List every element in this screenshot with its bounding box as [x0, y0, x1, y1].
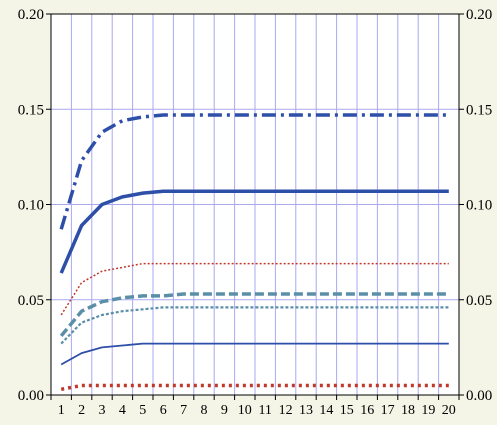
x-tick-label: 20	[442, 403, 456, 418]
x-tick-label: 2	[78, 403, 85, 418]
x-tick-label: 13	[299, 403, 313, 418]
x-tick-label: 1	[58, 403, 65, 418]
y-tick-label-right: 0.20	[466, 7, 492, 23]
y-tick-label-left: 0.00	[18, 388, 44, 404]
x-tick-label: 18	[401, 403, 415, 418]
y-tick-label-left: 0.15	[18, 102, 44, 118]
x-tick-label: 9	[221, 403, 228, 418]
y-tick-label-left: 0.05	[18, 293, 44, 309]
series-line-dash-dot-thick	[59, 113, 449, 230]
x-tick-label: 4	[119, 403, 126, 418]
y-tick-label-right: 0.05	[466, 293, 492, 309]
series-line-dotted-thin	[60, 262, 449, 316]
x-tick-label: 12	[279, 403, 293, 418]
series-lines	[59, 113, 449, 392]
x-tick-label: 7	[180, 403, 187, 418]
x-tick-label: 6	[160, 403, 167, 418]
series-line-dashed-thick	[59, 292, 449, 338]
series-line-solid-thin	[60, 342, 449, 366]
axes: 0.00 0.00 0.05 0.05 0.10 0.10 0.15 0.15 0.20 0.20…	[18, 7, 493, 418]
series-line-dotted-medium	[60, 306, 449, 345]
x-tick-label: 5	[139, 403, 146, 418]
x-tick-label: 8	[201, 403, 208, 418]
x-tick-label: 14	[319, 403, 333, 418]
x-tick-label: 10	[238, 403, 252, 418]
x-tick-label: 3	[99, 403, 106, 418]
y-tick-label-right: 0.00	[466, 388, 492, 404]
series-line-solid-thick	[59, 189, 449, 274]
x-tick-label: 17	[381, 403, 395, 418]
y-tick-label-left: 0.20	[18, 7, 44, 23]
y-tick-label-right: 0.10	[466, 198, 492, 214]
x-tick-label: 11	[258, 403, 271, 418]
x-tick-label: 19	[421, 403, 435, 418]
gridlines	[50, 13, 460, 396]
x-tick-label: 15	[340, 403, 354, 418]
y-tick-label-left: 0.10	[18, 198, 44, 214]
x-tick-label: 16	[360, 403, 374, 418]
y-tick-label-right: 0.15	[466, 102, 492, 118]
series-line-dotted-thick	[60, 383, 449, 392]
